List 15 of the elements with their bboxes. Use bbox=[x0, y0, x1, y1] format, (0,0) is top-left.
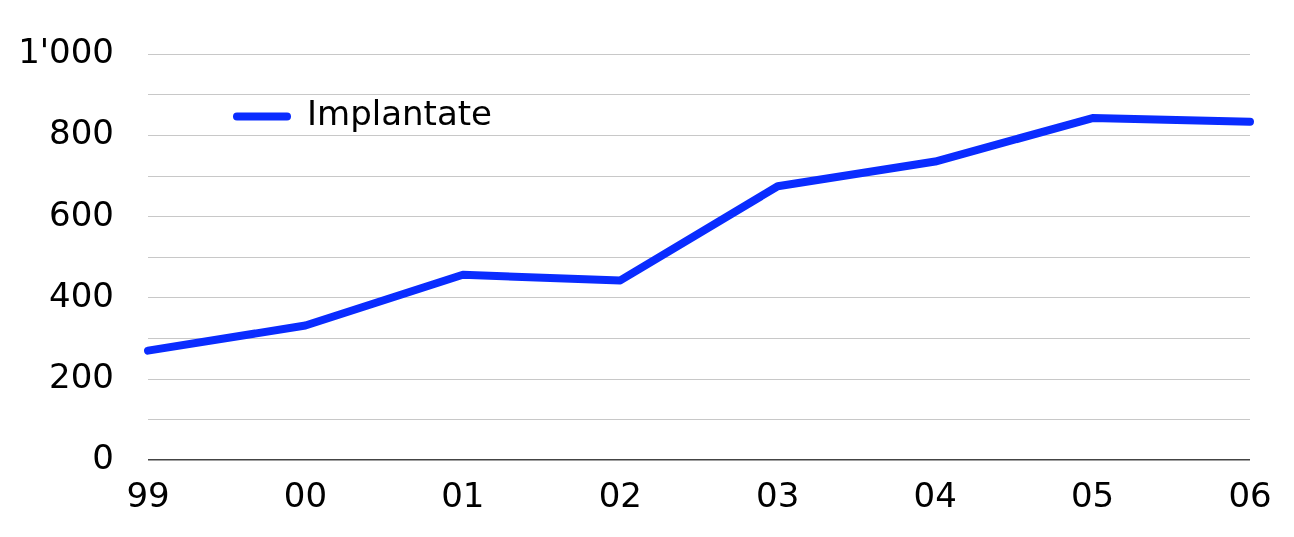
x-tick-label: 04 bbox=[913, 475, 957, 516]
y-tick-label: 800 bbox=[49, 112, 114, 153]
y-tick-label: 1'000 bbox=[18, 31, 114, 72]
x-tick-label: 01 bbox=[441, 475, 485, 516]
x-tick-label: 05 bbox=[1070, 475, 1115, 516]
x-tick-label: 03 bbox=[756, 475, 800, 516]
x-tick-label: 02 bbox=[598, 475, 642, 516]
y-tick-label: 200 bbox=[49, 355, 114, 396]
x-tick-label: 06 bbox=[1228, 475, 1272, 516]
x-tick-label: 99 bbox=[126, 475, 170, 516]
y-tick-label: 0 bbox=[92, 437, 114, 478]
x-tick-label: 00 bbox=[283, 475, 328, 516]
y-tick-label: 600 bbox=[49, 193, 114, 234]
y-tick-label: 400 bbox=[49, 274, 114, 315]
legend-label: Implantate bbox=[307, 93, 492, 134]
